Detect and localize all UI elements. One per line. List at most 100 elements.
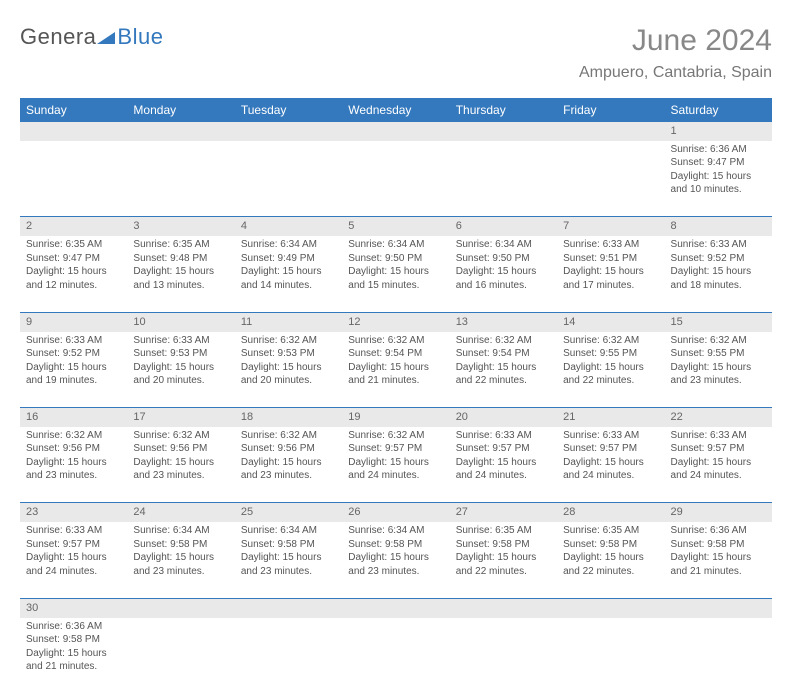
day-cell: Sunrise: 6:35 AMSunset: 9:58 PMDaylight:… [557, 522, 664, 598]
daylight-text-1: Daylight: 15 hours [671, 265, 766, 279]
day-cell: Sunrise: 6:33 AMSunset: 9:52 PMDaylight:… [20, 332, 127, 408]
day-cell-content: Sunrise: 6:32 AMSunset: 9:55 PMDaylight:… [557, 332, 664, 392]
day-number-cell: 18 [235, 408, 342, 427]
daylight-text-1: Daylight: 15 hours [133, 265, 228, 279]
day-cell [127, 618, 234, 694]
daylight-text-2: and 24 minutes. [26, 565, 121, 579]
sunrise-text: Sunrise: 6:34 AM [241, 238, 336, 252]
daylight-text-2: and 21 minutes. [348, 374, 443, 388]
sunrise-text: Sunrise: 6:33 AM [26, 524, 121, 538]
title-block: June 2024 Ampuero, Cantabria, Spain [579, 24, 772, 82]
sunrise-text: Sunrise: 6:32 AM [26, 429, 121, 443]
day-cell-content: Sunrise: 6:34 AMSunset: 9:50 PMDaylight:… [342, 236, 449, 296]
day-number-cell: 19 [342, 408, 449, 427]
day-cell: Sunrise: 6:33 AMSunset: 9:53 PMDaylight:… [127, 332, 234, 408]
daylight-text-1: Daylight: 15 hours [456, 551, 551, 565]
day-number-cell: 7 [557, 217, 664, 236]
day-cell-content: Sunrise: 6:32 AMSunset: 9:57 PMDaylight:… [342, 427, 449, 487]
day-cell [20, 141, 127, 217]
day-cell [342, 618, 449, 694]
page-header: Genera Blue June 2024 Ampuero, Cantabria… [20, 24, 772, 82]
sunrise-text: Sunrise: 6:34 AM [348, 524, 443, 538]
sunrise-text: Sunrise: 6:32 AM [563, 334, 658, 348]
weekday-header: Sunday [20, 98, 127, 122]
daylight-text-1: Daylight: 15 hours [348, 456, 443, 470]
daylight-text-2: and 16 minutes. [456, 279, 551, 293]
sunrise-text: Sunrise: 6:32 AM [241, 334, 336, 348]
day-number-cell: 23 [20, 503, 127, 522]
day-cell: Sunrise: 6:34 AMSunset: 9:58 PMDaylight:… [342, 522, 449, 598]
daylight-text-2: and 12 minutes. [26, 279, 121, 293]
sunrise-text: Sunrise: 6:35 AM [133, 238, 228, 252]
daylight-text-2: and 23 minutes. [241, 469, 336, 483]
sunrise-text: Sunrise: 6:34 AM [133, 524, 228, 538]
day-content-row: Sunrise: 6:33 AMSunset: 9:52 PMDaylight:… [20, 332, 772, 408]
sunrise-text: Sunrise: 6:33 AM [671, 238, 766, 252]
daylight-text-2: and 23 minutes. [133, 565, 228, 579]
day-cell: Sunrise: 6:32 AMSunset: 9:57 PMDaylight:… [342, 427, 449, 503]
daylight-text-2: and 24 minutes. [671, 469, 766, 483]
day-number-cell: 29 [665, 503, 772, 522]
day-number-cell: 12 [342, 312, 449, 331]
sunset-text: Sunset: 9:57 PM [563, 442, 658, 456]
sunset-text: Sunset: 9:50 PM [456, 252, 551, 266]
daylight-text-1: Daylight: 15 hours [456, 361, 551, 375]
day-number-cell [557, 122, 664, 141]
day-cell [665, 618, 772, 694]
day-cell-content: Sunrise: 6:34 AMSunset: 9:58 PMDaylight:… [127, 522, 234, 582]
day-number-cell: 6 [450, 217, 557, 236]
sunset-text: Sunset: 9:53 PM [241, 347, 336, 361]
daylight-text-2: and 22 minutes. [456, 565, 551, 579]
day-number-cell: 5 [342, 217, 449, 236]
day-cell-content: Sunrise: 6:33 AMSunset: 9:57 PMDaylight:… [20, 522, 127, 582]
sunrise-text: Sunrise: 6:33 AM [563, 238, 658, 252]
day-number-cell [450, 598, 557, 617]
day-cell: Sunrise: 6:36 AMSunset: 9:47 PMDaylight:… [665, 141, 772, 217]
daylight-text-2: and 20 minutes. [133, 374, 228, 388]
day-number-cell: 22 [665, 408, 772, 427]
day-cell: Sunrise: 6:33 AMSunset: 9:57 PMDaylight:… [450, 427, 557, 503]
sunrise-text: Sunrise: 6:36 AM [671, 524, 766, 538]
weekday-header: Tuesday [235, 98, 342, 122]
day-cell: Sunrise: 6:33 AMSunset: 9:57 PMDaylight:… [557, 427, 664, 503]
day-cell-content: Sunrise: 6:32 AMSunset: 9:55 PMDaylight:… [665, 332, 772, 392]
day-cell: Sunrise: 6:33 AMSunset: 9:57 PMDaylight:… [665, 427, 772, 503]
day-number-cell: 15 [665, 312, 772, 331]
sunrise-text: Sunrise: 6:34 AM [456, 238, 551, 252]
weekday-header: Wednesday [342, 98, 449, 122]
daylight-text-1: Daylight: 15 hours [133, 551, 228, 565]
day-cell-content: Sunrise: 6:35 AMSunset: 9:47 PMDaylight:… [20, 236, 127, 296]
daylight-text-1: Daylight: 15 hours [563, 265, 658, 279]
day-cell: Sunrise: 6:32 AMSunset: 9:55 PMDaylight:… [557, 332, 664, 408]
sunset-text: Sunset: 9:50 PM [348, 252, 443, 266]
sunset-text: Sunset: 9:51 PM [563, 252, 658, 266]
daylight-text-2: and 23 minutes. [241, 565, 336, 579]
daylight-text-2: and 15 minutes. [348, 279, 443, 293]
day-cell: Sunrise: 6:32 AMSunset: 9:54 PMDaylight:… [450, 332, 557, 408]
daylight-text-2: and 24 minutes. [563, 469, 658, 483]
day-number-cell: 4 [235, 217, 342, 236]
daylight-text-1: Daylight: 15 hours [26, 647, 121, 661]
day-cell-content: Sunrise: 6:35 AMSunset: 9:58 PMDaylight:… [557, 522, 664, 582]
day-cell [235, 141, 342, 217]
daylight-text-2: and 14 minutes. [241, 279, 336, 293]
sunset-text: Sunset: 9:56 PM [133, 442, 228, 456]
sunset-text: Sunset: 9:54 PM [348, 347, 443, 361]
day-cell-content: Sunrise: 6:34 AMSunset: 9:49 PMDaylight:… [235, 236, 342, 296]
daylight-text-1: Daylight: 15 hours [563, 456, 658, 470]
day-number-cell: 13 [450, 312, 557, 331]
logo: Genera Blue [20, 24, 163, 50]
sunrise-text: Sunrise: 6:32 AM [348, 334, 443, 348]
sunrise-text: Sunrise: 6:35 AM [26, 238, 121, 252]
day-cell: Sunrise: 6:34 AMSunset: 9:58 PMDaylight:… [235, 522, 342, 598]
day-cell-content: Sunrise: 6:34 AMSunset: 9:58 PMDaylight:… [235, 522, 342, 582]
day-number-row: 16171819202122 [20, 408, 772, 427]
logo-text-2: Blue [117, 24, 163, 50]
sunrise-text: Sunrise: 6:34 AM [348, 238, 443, 252]
day-number-cell [235, 598, 342, 617]
daylight-text-2: and 21 minutes. [26, 660, 121, 674]
daylight-text-2: and 19 minutes. [26, 374, 121, 388]
day-number-cell: 20 [450, 408, 557, 427]
day-number-row: 30 [20, 598, 772, 617]
sunset-text: Sunset: 9:48 PM [133, 252, 228, 266]
